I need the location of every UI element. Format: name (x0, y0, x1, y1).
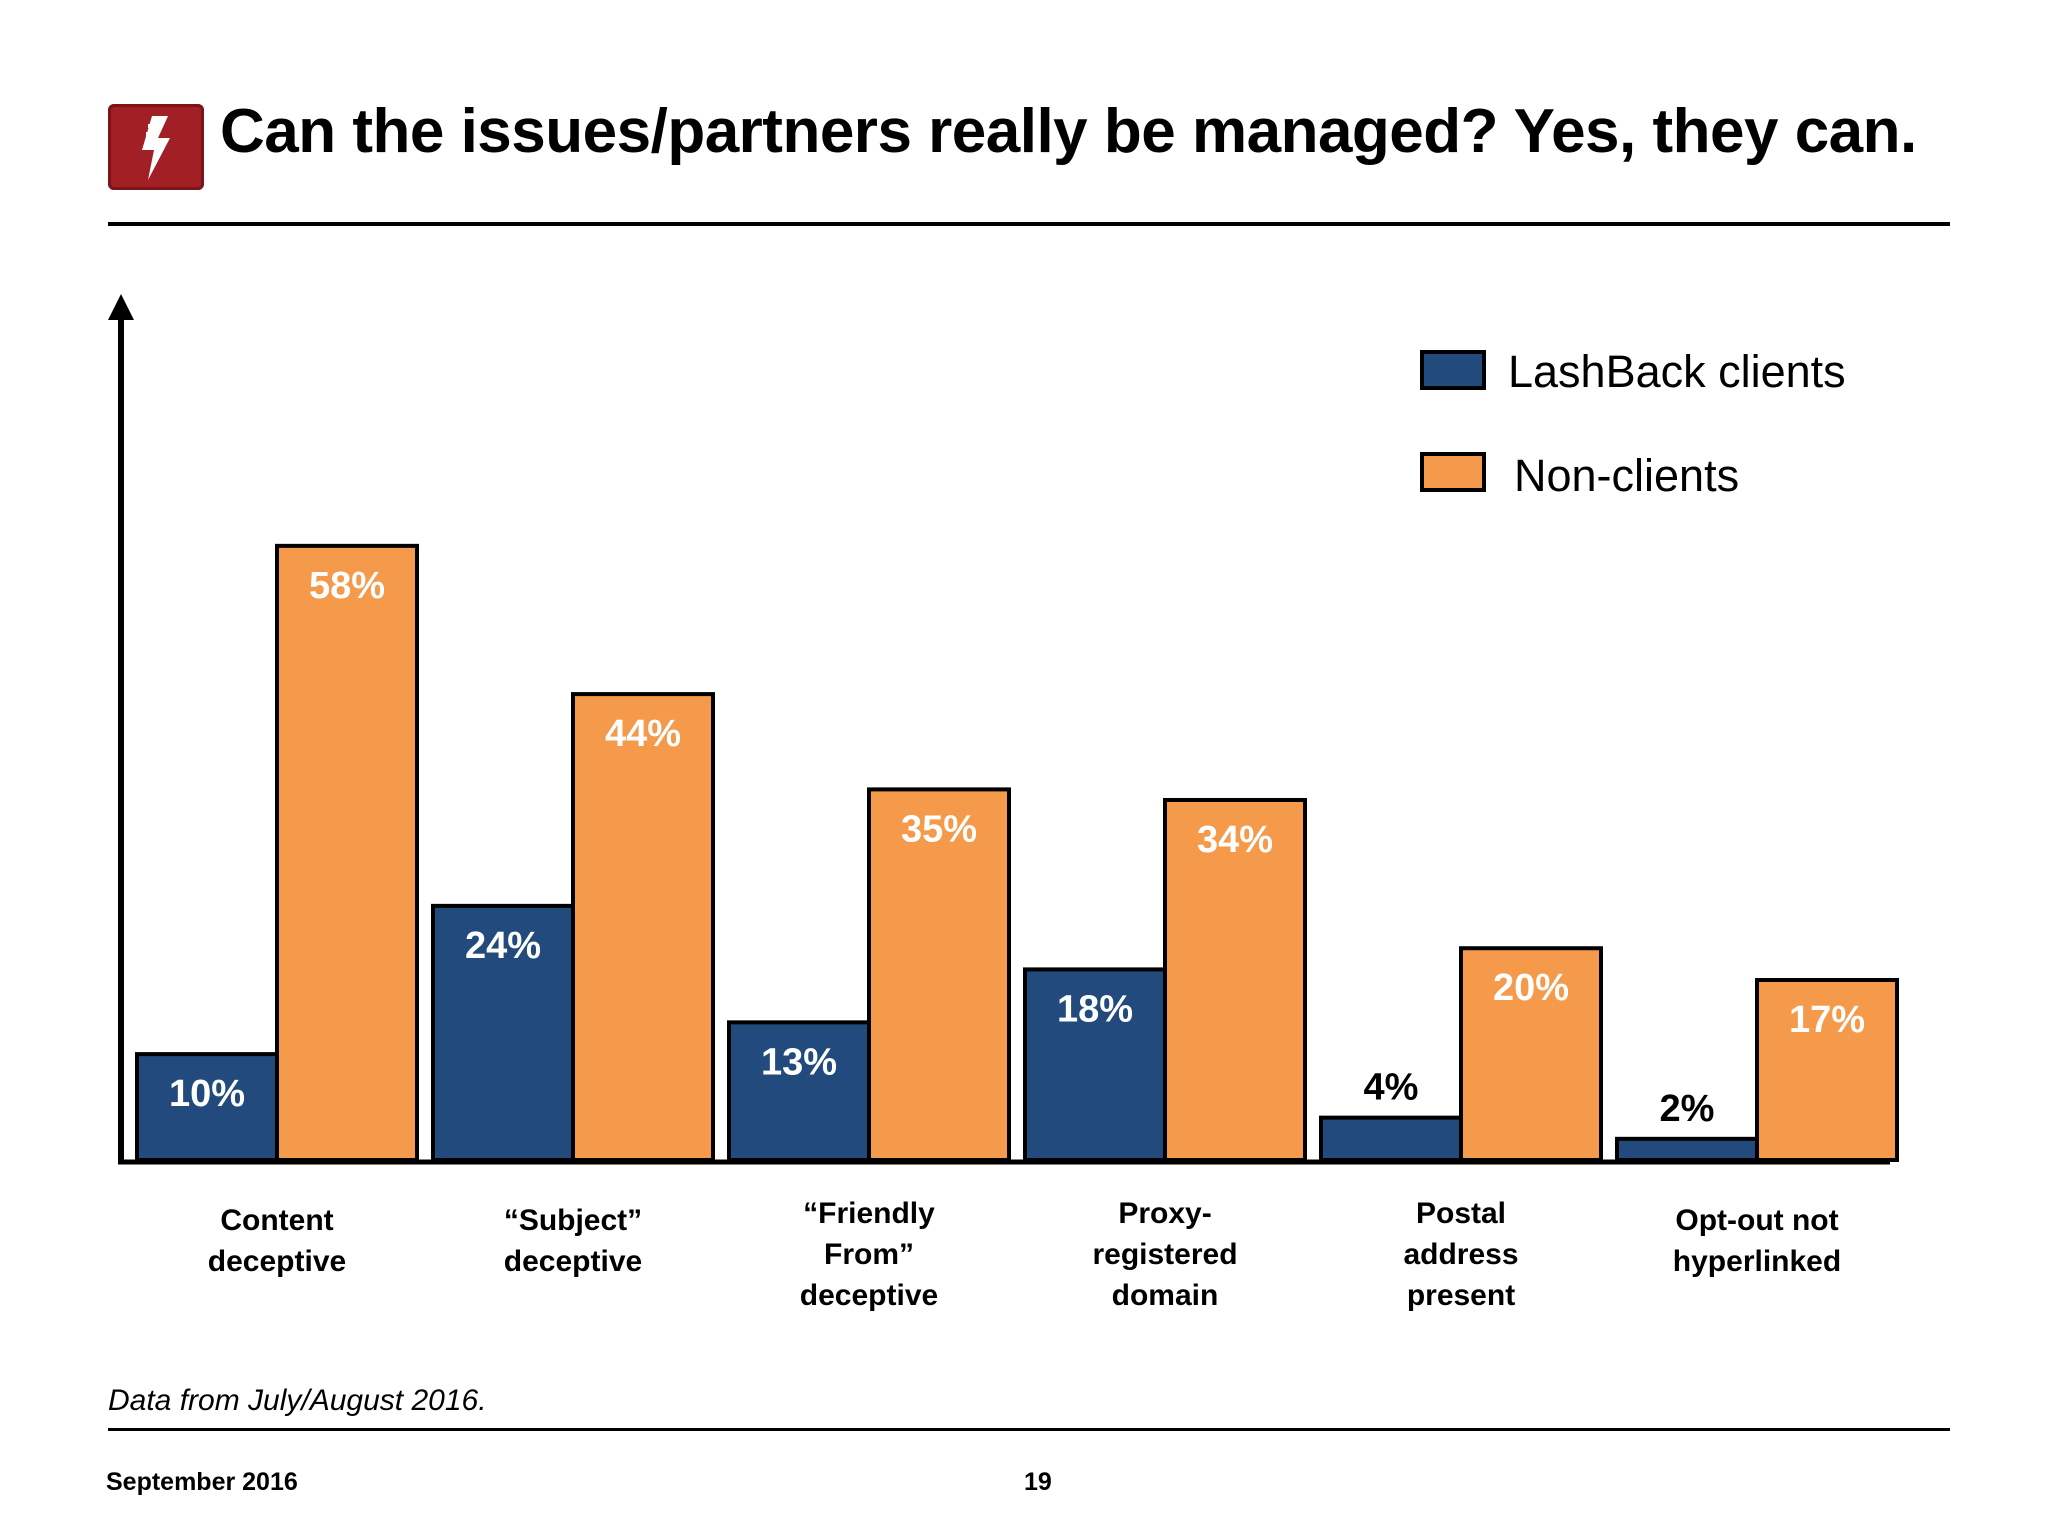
bar-nonclients-1 (275, 543, 419, 1162)
bar-lashback-2 (431, 903, 575, 1162)
category-label: Postal address present (1403, 1197, 1519, 1312)
data-label: 35% (901, 808, 977, 850)
category-label: Opt-out not hyperlinked (1672, 1204, 1842, 1278)
legend-swatch-lashback (1420, 350, 1486, 390)
category-label: “Subject” deceptive (503, 1204, 643, 1278)
data-source-note: Data from July/August 2016. (108, 1384, 487, 1417)
bar-nonclients-3 (867, 787, 1011, 1162)
data-label: 10% (169, 1073, 245, 1115)
bar-nonclients-6 (1755, 977, 1899, 1163)
legend-swatch-nonclients (1420, 452, 1486, 492)
bar-lashback-1 (135, 1052, 279, 1163)
category-label: Content deceptive (207, 1204, 347, 1278)
bar-lashback-6 (1615, 1136, 1759, 1163)
bar-lashback-5 (1319, 1115, 1463, 1163)
bar-lashback-4 (1023, 967, 1167, 1163)
footer-date: September 2016 (106, 1468, 298, 1496)
page-number: 19 (1024, 1468, 1052, 1496)
legend-label-lashback: LashBack clients (1508, 346, 1846, 397)
data-label: 17% (1789, 999, 1865, 1041)
category-label: “Friendly From” deceptive (799, 1197, 939, 1312)
category-label: Proxy- registered domain (1092, 1197, 1238, 1312)
legend-label-nonclients: Non-clients (1514, 450, 1740, 501)
data-label: 24% (465, 925, 541, 967)
data-label: 20% (1493, 967, 1569, 1009)
title-divider (108, 222, 1950, 226)
bar-nonclients-2 (571, 692, 715, 1162)
footer-divider (108, 1428, 1950, 1431)
data-label: 34% (1197, 819, 1273, 861)
data-label: 13% (761, 1041, 837, 1083)
y-axis-arrow (108, 294, 134, 320)
bar-nonclients-5 (1459, 946, 1603, 1162)
page-title: Can the issues/partners really be manage… (220, 97, 1917, 166)
data-label: 44% (605, 713, 681, 755)
bar-nonclients-4 (1163, 797, 1307, 1162)
data-label: 4% (1364, 1067, 1419, 1109)
lightning-bolt-icon (142, 116, 170, 180)
data-label: 18% (1057, 988, 1133, 1030)
data-label: 58% (309, 565, 385, 607)
lightning-bolt-logo (108, 104, 204, 190)
data-label: 2% (1660, 1088, 1715, 1130)
